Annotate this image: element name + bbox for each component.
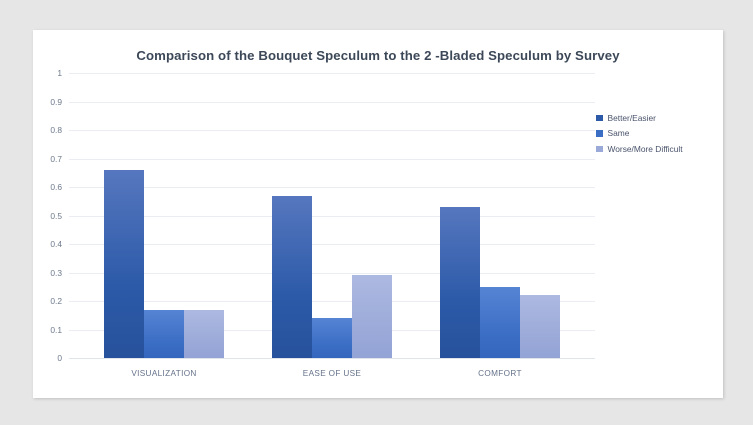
legend-item[interactable]: Better/Easier [596,110,716,126]
x-axis-category-label: VISUALIZATION [131,369,197,378]
legend-label: Worse/More Difficult [607,143,683,154]
bar[interactable] [520,295,560,358]
gridline [69,130,595,131]
x-axis-category-label: EASE OF USE [302,369,362,378]
bar-group: COMFORT [440,73,560,378]
chart-title: Comparison of the Bouquet Speculum to th… [136,48,620,63]
gridline [69,301,595,302]
gridline [69,158,595,160]
bar[interactable] [352,275,392,358]
y-axis-tick-label: 0 [57,353,62,363]
legend-label: Better/Easier [607,112,656,123]
legend-swatch-icon [596,114,603,121]
chart-plot-area: 1 0.9 0.8 0.7 0.6 0.5 0.4 0.3 0.2 0.1 0 VISUALIZAT… [50,68,595,378]
chart-legend: Better/Easier Same Worse/More Difficult [596,110,716,157]
bar-group: VISUALIZATION [104,73,224,378]
bar[interactable] [312,318,352,358]
y-axis-tick-label: 0.2 [50,296,62,306]
y-axis-tick-label: 0.9 [50,96,62,107]
gridline [69,272,595,274]
bar-group: EASE OF USE [272,73,392,378]
bar[interactable] [480,286,520,358]
y-axis-tick-label: 0.8 [50,125,62,135]
y-axis-tick-label: 0.1 [50,324,62,335]
y-axis-tick-label: 0.7 [50,153,62,164]
y-axis-tick-label: 0.6 [50,182,62,192]
legend-swatch-icon [596,145,603,152]
y-axis-tick-label: 0.5 [50,210,62,221]
gridline [69,187,595,188]
gridline [69,73,595,74]
bar[interactable] [104,169,144,358]
bar[interactable] [272,195,312,358]
gridline [69,358,595,359]
y-axis-tick-label: 1 [57,68,62,78]
legend-label: Same [607,128,630,139]
legend-item[interactable]: Same [596,126,716,142]
legend-swatch-icon [596,130,603,137]
gridline [69,215,595,217]
y-axis-tick-label: 0.4 [50,239,62,249]
legend-item[interactable]: Worse/More Difficult [596,141,716,157]
gridline [69,244,595,245]
gridline [69,101,595,103]
slide-card: Comparison of the Bouquet Speculum to th… [33,30,723,398]
x-axis-category-label: COMFORT [478,369,522,378]
y-axis-tick-label: 0.3 [50,267,62,278]
bar[interactable] [440,206,480,358]
bar[interactable] [144,309,184,358]
bar[interactable] [184,309,224,358]
